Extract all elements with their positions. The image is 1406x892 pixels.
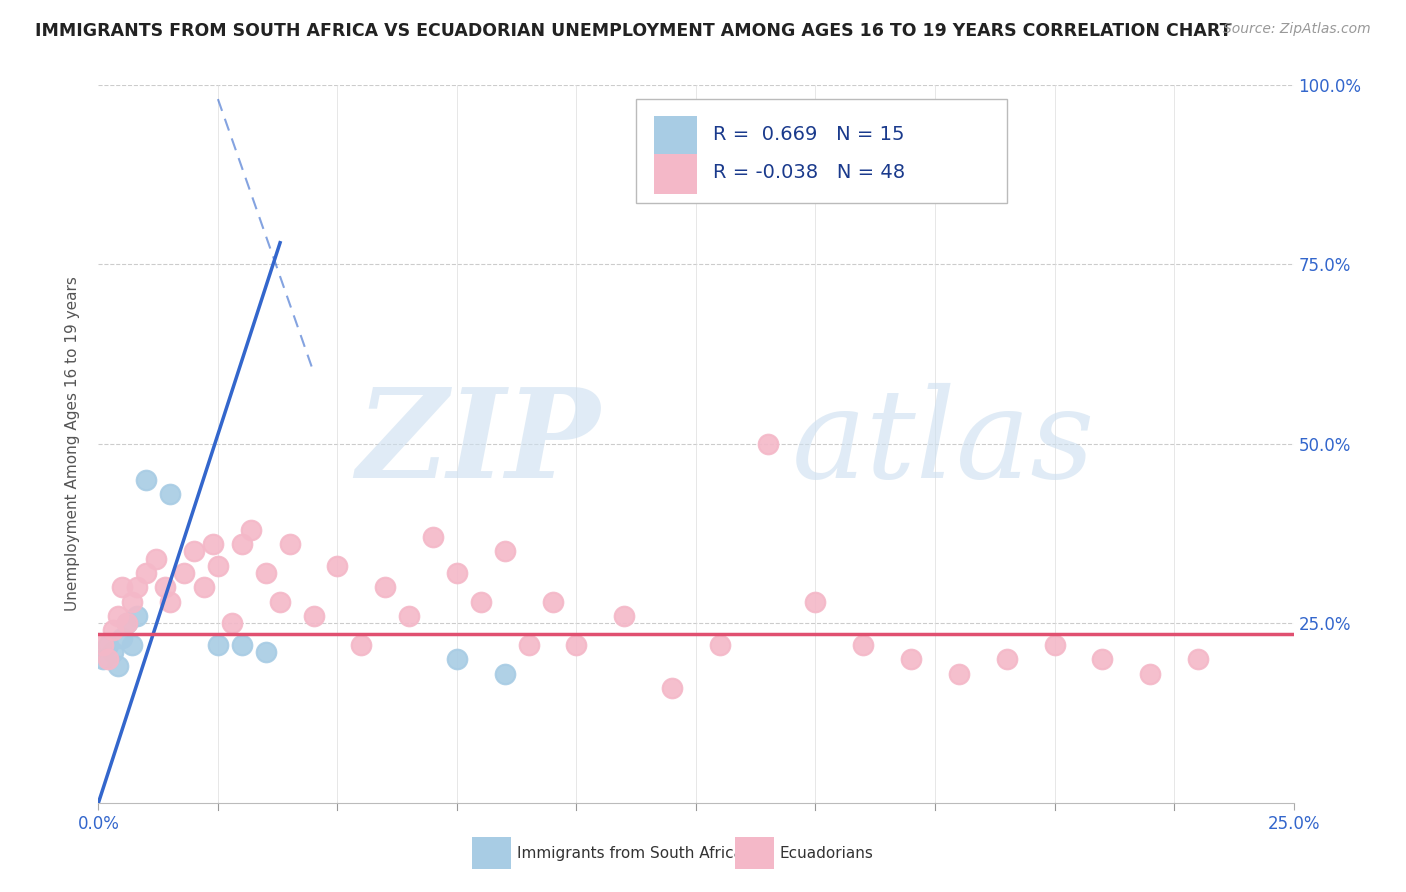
Point — [155, 581, 177, 595]
Point — [661, 681, 683, 695]
Point — [135, 566, 157, 580]
Point — [221, 616, 243, 631]
Y-axis label: Unemployment Among Ages 16 to 19 years: Unemployment Among Ages 16 to 19 years — [65, 277, 80, 611]
Text: Immigrants from South Africa: Immigrants from South Africa — [517, 846, 742, 861]
Text: atlas: atlas — [792, 383, 1095, 505]
Point — [1043, 638, 1066, 652]
Point — [207, 558, 229, 573]
Point — [900, 652, 922, 666]
Point — [852, 638, 875, 652]
Point — [121, 595, 143, 609]
Point — [565, 638, 588, 652]
Point — [202, 537, 225, 551]
Point — [107, 609, 129, 624]
Point — [804, 595, 827, 609]
Point — [254, 566, 277, 580]
Point — [446, 566, 468, 580]
Point — [302, 609, 325, 624]
Point — [613, 609, 636, 624]
Point — [1187, 652, 1209, 666]
Point — [97, 652, 120, 666]
Text: R = -0.038   N = 48: R = -0.038 N = 48 — [713, 163, 905, 182]
Point — [254, 645, 277, 659]
Text: Ecuadorians: Ecuadorians — [779, 846, 873, 861]
Point — [193, 581, 215, 595]
Point — [231, 638, 253, 652]
Point — [183, 544, 205, 558]
Point — [91, 652, 114, 666]
Point — [709, 638, 731, 652]
Text: Source: ZipAtlas.com: Source: ZipAtlas.com — [1223, 22, 1371, 37]
Point — [446, 652, 468, 666]
Point — [173, 566, 195, 580]
Point — [756, 436, 779, 450]
Point — [948, 666, 970, 681]
Point — [159, 487, 181, 501]
Point — [231, 537, 253, 551]
Point — [398, 609, 420, 624]
Point — [125, 581, 148, 595]
Point — [541, 595, 564, 609]
FancyBboxPatch shape — [735, 838, 773, 869]
Point — [494, 666, 516, 681]
Point — [115, 616, 138, 631]
Text: R =  0.669   N = 15: R = 0.669 N = 15 — [713, 125, 904, 144]
Point — [326, 558, 349, 573]
Point — [121, 638, 143, 652]
Point — [470, 595, 492, 609]
Point — [350, 638, 373, 652]
Point — [111, 581, 134, 595]
Point — [101, 624, 124, 638]
FancyBboxPatch shape — [654, 153, 697, 194]
Point — [125, 609, 148, 624]
Text: ZIP: ZIP — [357, 383, 600, 505]
Point — [1091, 652, 1114, 666]
Point — [145, 551, 167, 566]
Point — [240, 523, 263, 537]
Point — [207, 638, 229, 652]
Point — [269, 595, 291, 609]
Point — [115, 616, 138, 631]
Point — [135, 473, 157, 487]
Point — [374, 581, 396, 595]
Point — [101, 645, 124, 659]
Point — [494, 544, 516, 558]
Point — [97, 638, 120, 652]
Point — [517, 638, 540, 652]
Point — [278, 537, 301, 551]
FancyBboxPatch shape — [472, 838, 510, 869]
Point — [159, 595, 181, 609]
Point — [111, 631, 134, 645]
FancyBboxPatch shape — [654, 116, 697, 156]
Point — [995, 652, 1018, 666]
Point — [91, 638, 114, 652]
Point — [1139, 666, 1161, 681]
Point — [422, 530, 444, 544]
FancyBboxPatch shape — [637, 99, 1007, 203]
Point — [107, 659, 129, 673]
Text: IMMIGRANTS FROM SOUTH AFRICA VS ECUADORIAN UNEMPLOYMENT AMONG AGES 16 TO 19 YEAR: IMMIGRANTS FROM SOUTH AFRICA VS ECUADORI… — [35, 22, 1232, 40]
